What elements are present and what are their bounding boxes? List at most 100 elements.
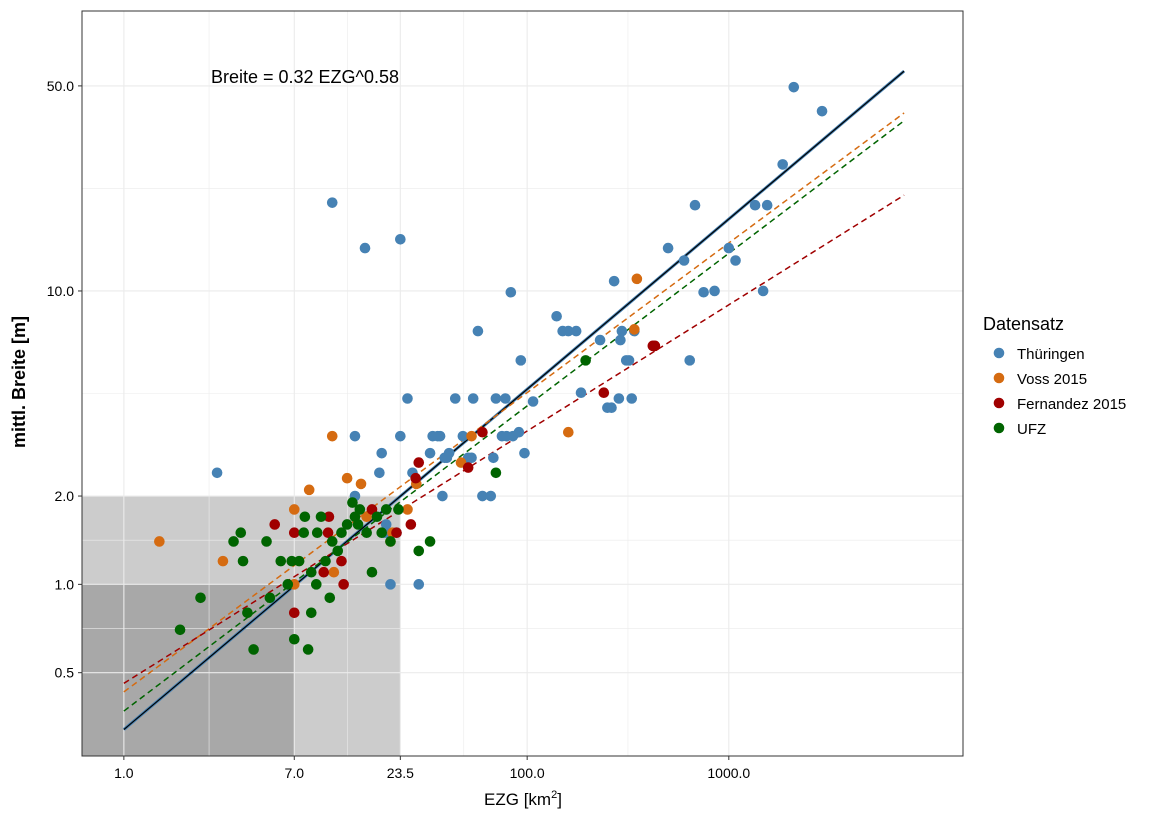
data-point-ufz xyxy=(376,527,388,538)
data-point-th-ringen xyxy=(485,490,497,502)
shaded-region-1 xyxy=(82,584,295,756)
data-point-ufz xyxy=(235,527,247,538)
data-point-ufz xyxy=(336,527,347,538)
data-point-th-ringen xyxy=(563,325,574,337)
data-point-th-ringen xyxy=(326,197,338,208)
legend-items: Thüringen Voss 2015 Fernandez 2015 UFZ xyxy=(993,346,1126,438)
fit-line-ufz xyxy=(123,120,905,712)
x-axis-ticks: 1.0 7.0 23.5 100.0 1000.0 xyxy=(114,756,750,781)
panel-border xyxy=(81,10,964,757)
data-point-th-ringen xyxy=(527,396,539,407)
data-point-th-ringen xyxy=(570,325,582,337)
legend-label: Voss 2015 xyxy=(1017,371,1087,388)
x-tick-label: 23.5 xyxy=(387,765,414,781)
data-point-ufz xyxy=(286,555,298,567)
data-point-ufz xyxy=(311,527,323,538)
data-point-th-ringen xyxy=(385,579,396,590)
data-point-ufz xyxy=(361,527,372,538)
data-point-ufz xyxy=(324,592,336,604)
data-point-th-ringen xyxy=(575,387,587,399)
data-point-th-ringen xyxy=(615,334,626,346)
data-point-th-ringen xyxy=(613,393,625,404)
x-tick-label: 1000.0 xyxy=(707,765,750,781)
x-tick-label: 1.0 xyxy=(114,765,134,781)
x-tick-label: 7.0 xyxy=(285,765,305,781)
data-point-th-ringen xyxy=(594,334,606,346)
data-point-th-ringen xyxy=(761,199,773,211)
data-point-ufz xyxy=(490,467,502,479)
data-point-ufz xyxy=(393,504,404,515)
data-point-fernandez-2015 xyxy=(323,511,335,523)
data-point-th-ringen xyxy=(374,467,385,479)
data-point-th-ringen xyxy=(623,355,635,366)
data-point-fernandez-2015 xyxy=(288,607,300,619)
data-point-th-ringen xyxy=(376,447,388,459)
data-point-th-ringen xyxy=(515,355,527,366)
data-point-ufz xyxy=(352,519,364,530)
data-point-voss-2015 xyxy=(154,536,165,547)
data-point-th-ringen xyxy=(678,255,690,266)
data-point-ufz xyxy=(305,607,317,619)
data-point-th-ringen xyxy=(684,355,696,366)
data-point-voss-2015 xyxy=(217,555,229,567)
data-point-th-ringen xyxy=(689,199,701,211)
data-point-ufz xyxy=(299,511,311,523)
data-point-voss-2015 xyxy=(355,478,367,490)
data-point-th-ringen xyxy=(723,242,735,254)
data-point-fernandez-2015 xyxy=(405,519,417,530)
data-point-ufz xyxy=(385,536,396,547)
data-point-ufz xyxy=(275,555,287,567)
fit-lines xyxy=(122,69,906,731)
fit-line-overall xyxy=(123,70,905,731)
data-point-th-ringen xyxy=(443,447,455,459)
data-point-voss-2015 xyxy=(328,566,340,578)
data-point-ufz xyxy=(282,579,294,590)
data-point-voss-2015 xyxy=(563,426,574,438)
data-point-ufz xyxy=(228,536,239,547)
data-point-fernandez-2015 xyxy=(598,387,610,399)
data-point-ufz xyxy=(371,511,383,523)
legend: Datensatz Thüringen Voss 2015 Fernandez 20… xyxy=(983,314,1126,438)
data-point-th-ringen xyxy=(616,325,628,337)
data-point-ufz xyxy=(310,579,322,590)
y-tick-label: 1.0 xyxy=(55,576,75,592)
data-point-ufz xyxy=(366,566,378,578)
x-tick-label: 100.0 xyxy=(510,765,545,781)
x-axis-title: EZG [km2] xyxy=(484,789,562,809)
data-point-ufz xyxy=(354,504,366,515)
data-point-th-ringen xyxy=(608,275,620,287)
data-point-ufz xyxy=(332,545,344,557)
x-axis-title-main: EZG [km xyxy=(484,790,551,809)
legend-key xyxy=(993,397,1005,409)
data-point-ufz xyxy=(347,497,358,508)
data-point-th-ringen xyxy=(730,255,741,266)
data-point-th-ringen xyxy=(757,285,769,297)
data-point-fernandez-2015 xyxy=(413,457,425,468)
data-point-fernandez-2015 xyxy=(269,519,281,530)
data-point-ufz xyxy=(424,536,436,547)
data-point-th-ringen xyxy=(380,519,392,530)
data-point-th-ringen xyxy=(488,452,499,464)
data-point-ufz xyxy=(315,511,327,523)
data-point-th-ringen xyxy=(359,242,371,254)
data-point-th-ringen xyxy=(816,105,828,117)
data-point-th-ringen xyxy=(434,430,446,442)
legend-title: Datensatz xyxy=(983,314,1064,334)
data-point-ufz xyxy=(298,527,310,538)
data-point-th-ringen xyxy=(457,430,469,442)
data-point-th-ringen xyxy=(519,447,530,459)
data-point-th-ringen xyxy=(513,426,525,438)
data-point-th-ringen xyxy=(490,393,502,404)
y-tick-label: 2.0 xyxy=(55,488,75,504)
data-point-th-ringen xyxy=(437,490,448,502)
data-point-ufz xyxy=(288,633,300,645)
data-point-th-ringen xyxy=(395,430,406,442)
data-point-th-ringen xyxy=(395,234,406,245)
data-point-th-ringen xyxy=(211,467,223,479)
data-point-th-ringen xyxy=(449,393,461,404)
data-point-voss-2015 xyxy=(288,504,300,515)
data-points xyxy=(154,81,828,655)
legend-key xyxy=(993,372,1005,384)
equation-annotation: Breite = 0.32 EZG^0.58 xyxy=(211,67,399,87)
